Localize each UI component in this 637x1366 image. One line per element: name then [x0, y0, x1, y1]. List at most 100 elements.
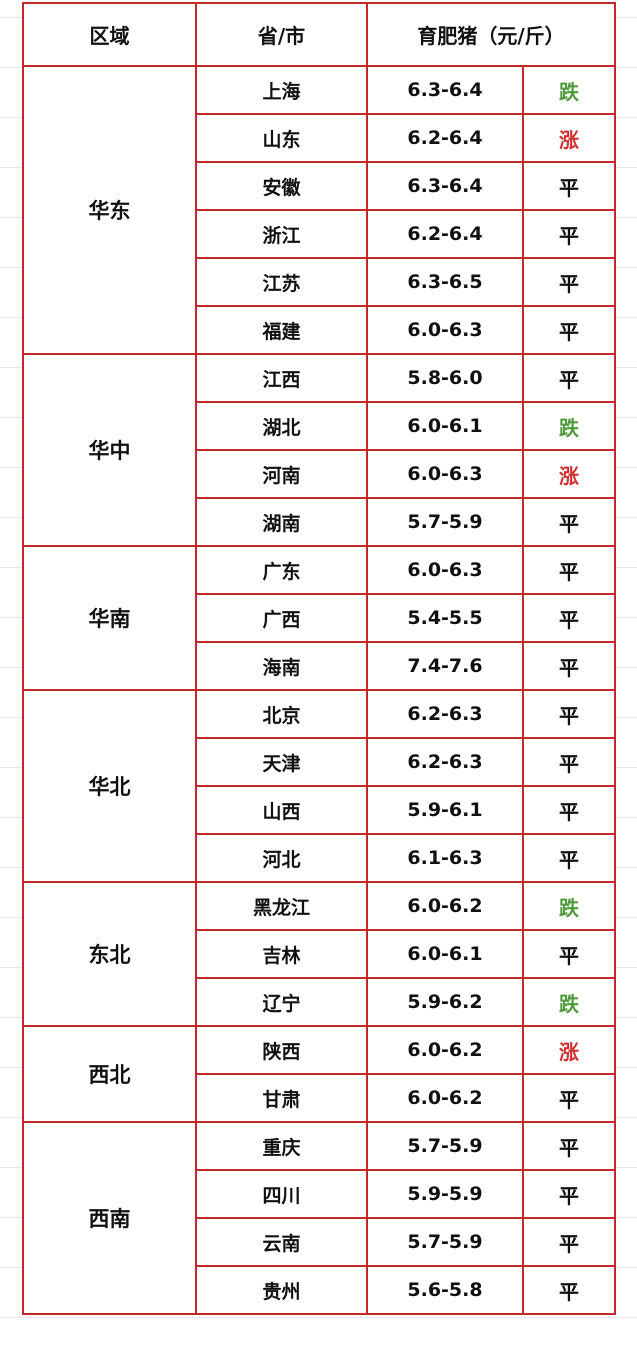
province-cell: 湖北: [195, 401, 368, 451]
province-cell: 浙江: [195, 209, 368, 259]
price-cell: 5.9-6.2: [366, 977, 524, 1027]
table-row: 山东 6.2-6.4 涨: [23, 113, 616, 163]
price-cell: 5.4-5.5: [366, 593, 524, 643]
table-row: 甘肃 6.0-6.2 平: [23, 1073, 616, 1123]
table-row: 福建 6.0-6.3 平: [23, 305, 616, 355]
trend-cell: 跌: [522, 881, 616, 931]
table-row: 华北 北京 6.2-6.3 平: [22, 689, 616, 883]
price-cell: 7.4-7.6: [366, 641, 524, 691]
header-region: 区域: [22, 2, 197, 67]
province-cell: 四川: [195, 1169, 368, 1219]
price-cell: 6.0-6.2: [366, 1025, 524, 1075]
trend-cell: 平: [522, 1073, 616, 1123]
trend-cell: 平: [522, 209, 616, 259]
price-cell: 5.9-5.9: [366, 1169, 524, 1219]
price-cell: 6.0-6.1: [366, 401, 524, 451]
region-cell: 华东: [22, 65, 197, 355]
region-cell: 西北: [22, 1025, 197, 1123]
province-cell: 河南: [195, 449, 368, 499]
trend-cell: 跌: [522, 401, 616, 451]
table-row: 华南 广东 6.0-6.3 平: [22, 545, 616, 691]
price-cell: 6.3-6.4: [366, 161, 524, 211]
price-cell: 6.3-6.4: [366, 65, 524, 115]
table-row: 东北 黑龙江 6.0-6.2 跌: [22, 881, 616, 1027]
province-cell: 云南: [195, 1217, 368, 1267]
table-row: 华东 上海 6.3-6.4 跌: [22, 65, 616, 355]
trend-cell: 涨: [522, 113, 616, 163]
region-cell: 东北: [22, 881, 197, 1027]
price-table: 区域 省/市 育肥猪（元/斤） 华东 上海 6.3-6.4 跌山东 6.2-6.4 涨安徽…: [22, 2, 616, 1315]
trend-cell: 平: [522, 641, 616, 691]
region-cell: 华中: [22, 353, 197, 547]
table-row: 湖南 5.7-5.9 平: [23, 497, 616, 547]
province-cell: 广西: [195, 593, 368, 643]
province-cell: 上海: [195, 65, 368, 115]
price-cell: 6.0-6.3: [366, 305, 524, 355]
trend-cell: 平: [522, 1265, 616, 1315]
trend-cell: 平: [522, 257, 616, 307]
table-row: 天津 6.2-6.3 平: [23, 737, 616, 787]
price-cell: 6.2-6.3: [366, 737, 524, 787]
header-price: 育肥猪（元/斤）: [366, 2, 616, 67]
province-cell: 贵州: [195, 1265, 368, 1315]
province-cell: 江苏: [195, 257, 368, 307]
table-row: 云南 5.7-5.9 平: [23, 1217, 616, 1267]
price-cell: 5.7-5.9: [366, 497, 524, 547]
table-row: 浙江 6.2-6.4 平: [23, 209, 616, 259]
province-cell: 辽宁: [195, 977, 368, 1027]
province-cell: 安徽: [195, 161, 368, 211]
trend-cell: 平: [522, 1121, 616, 1171]
trend-cell: 平: [522, 353, 616, 403]
price-cell: 6.2-6.4: [366, 209, 524, 259]
price-cell: 6.0-6.2: [366, 881, 524, 931]
table-row: 四川 5.9-5.9 平: [23, 1169, 616, 1219]
province-cell: 甘肃: [195, 1073, 368, 1123]
price-cell: 6.3-6.5: [366, 257, 524, 307]
trend-cell: 平: [522, 305, 616, 355]
table-row: 贵州 5.6-5.8 平: [23, 1265, 616, 1315]
trend-cell: 平: [522, 785, 616, 835]
trend-cell: 涨: [522, 449, 616, 499]
trend-cell: 平: [522, 689, 616, 739]
table-row: 河北 6.1-6.3 平: [23, 833, 616, 883]
table-row: 山西 5.9-6.1 平: [23, 785, 616, 835]
price-cell: 6.1-6.3: [366, 833, 524, 883]
price-cell: 5.6-5.8: [366, 1265, 524, 1315]
price-cell: 6.0-6.2: [366, 1073, 524, 1123]
table-row: 海南 7.4-7.6 平: [23, 641, 616, 691]
price-cell: 5.9-6.1: [366, 785, 524, 835]
trend-cell: 平: [522, 1169, 616, 1219]
price-cell: 5.8-6.0: [366, 353, 524, 403]
trend-cell: 平: [522, 1217, 616, 1267]
province-cell: 重庆: [195, 1121, 368, 1171]
province-cell: 天津: [195, 737, 368, 787]
table-row: 广西 5.4-5.5 平: [23, 593, 616, 643]
price-cell: 6.2-6.4: [366, 113, 524, 163]
province-cell: 河北: [195, 833, 368, 883]
province-cell: 广东: [195, 545, 368, 595]
header-province: 省/市: [195, 2, 368, 67]
trend-cell: 平: [522, 929, 616, 979]
trend-cell: 平: [522, 593, 616, 643]
province-cell: 江西: [195, 353, 368, 403]
table-row: 江苏 6.3-6.5 平: [23, 257, 616, 307]
province-cell: 海南: [195, 641, 368, 691]
region-cell: 西南: [22, 1121, 197, 1315]
price-cell: 6.2-6.3: [366, 689, 524, 739]
trend-cell: 平: [522, 497, 616, 547]
price-cell: 6.0-6.3: [366, 545, 524, 595]
price-cell: 6.0-6.3: [366, 449, 524, 499]
province-cell: 山西: [195, 785, 368, 835]
province-cell: 山东: [195, 113, 368, 163]
table-row: 华中 江西 5.8-6.0 平: [22, 353, 616, 547]
trend-cell: 平: [522, 545, 616, 595]
table-row: 湖北 6.0-6.1 跌: [23, 401, 616, 451]
trend-cell: 平: [522, 833, 616, 883]
trend-cell: 跌: [522, 977, 616, 1027]
trend-cell: 涨: [522, 1025, 616, 1075]
region-cell: 华北: [22, 689, 197, 883]
table-row: 吉林 6.0-6.1 平: [23, 929, 616, 979]
province-cell: 福建: [195, 305, 368, 355]
price-cell: 5.7-5.9: [366, 1217, 524, 1267]
province-cell: 北京: [195, 689, 368, 739]
